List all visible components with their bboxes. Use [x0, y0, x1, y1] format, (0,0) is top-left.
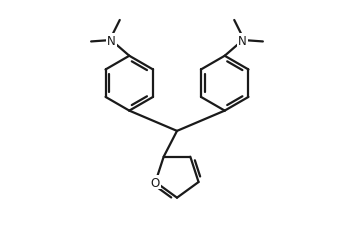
Text: N: N	[238, 35, 247, 47]
Text: N: N	[107, 35, 116, 47]
Text: O: O	[151, 176, 160, 189]
